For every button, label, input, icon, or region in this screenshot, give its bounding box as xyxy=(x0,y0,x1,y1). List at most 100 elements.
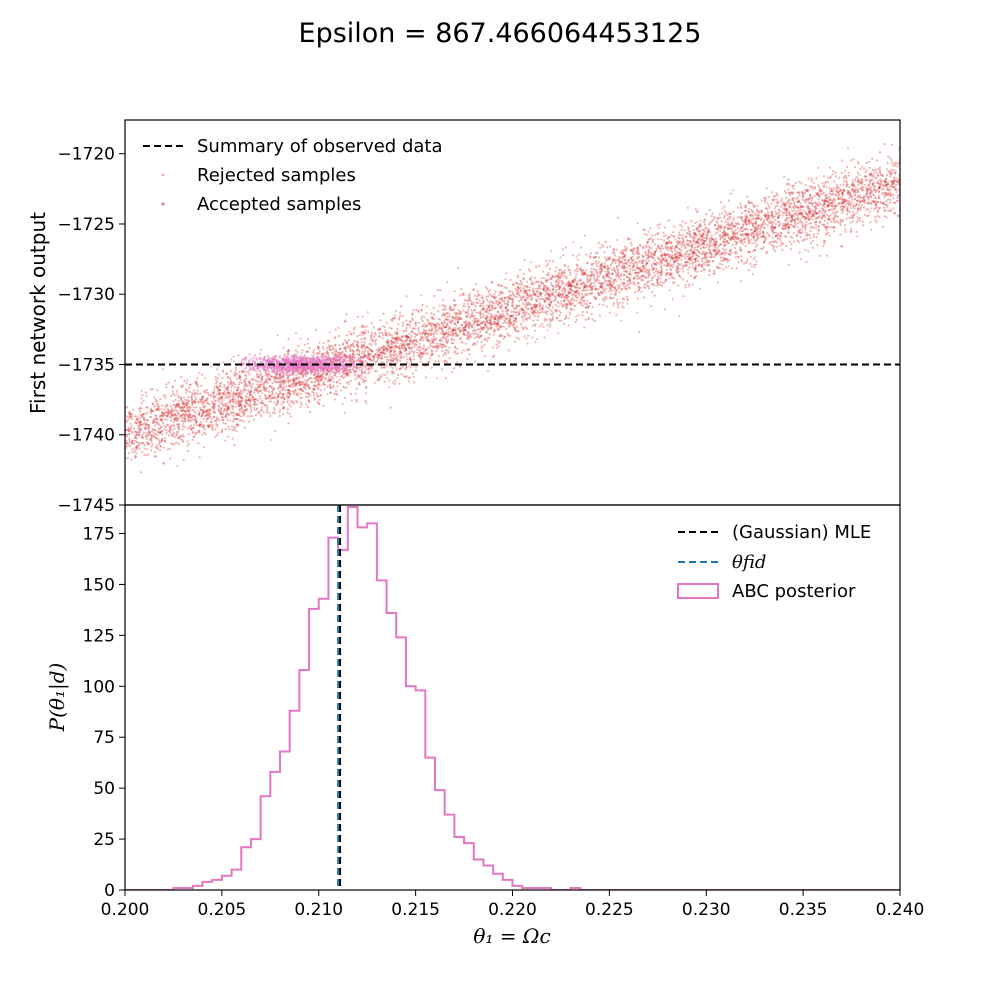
rejected-sample-point xyxy=(674,250,677,253)
rejected-sample-point xyxy=(830,226,833,229)
rejected-sample-point xyxy=(888,156,892,160)
rejected-sample-point xyxy=(411,313,414,316)
rejected-sample-point xyxy=(403,375,406,378)
rejected-sample-point xyxy=(278,389,281,393)
rejected-sample-point xyxy=(837,221,840,224)
rejected-sample-point xyxy=(494,329,497,332)
rejected-sample-point xyxy=(201,396,204,399)
rejected-sample-point xyxy=(550,300,553,303)
rejected-sample-point xyxy=(343,339,346,342)
rejected-sample-point xyxy=(202,408,205,412)
rejected-sample-point xyxy=(682,278,685,281)
rejected-sample-point xyxy=(764,222,767,226)
rejected-sample-point xyxy=(707,251,710,254)
rejected-sample-point xyxy=(886,168,889,171)
rejected-sample-point xyxy=(253,400,256,403)
rejected-sample-point xyxy=(373,332,376,335)
rejected-sample-point xyxy=(491,346,494,349)
rejected-sample-point xyxy=(501,300,504,303)
rejected-sample-point xyxy=(467,348,470,351)
rejected-sample-point xyxy=(630,244,633,247)
rejected-sample-point xyxy=(727,236,731,239)
rejected-sample-point xyxy=(606,274,609,277)
rejected-sample-point xyxy=(214,375,217,378)
rejected-sample-point xyxy=(436,330,439,333)
rejected-sample-point xyxy=(598,281,601,284)
rejected-sample-point xyxy=(147,453,150,456)
rejected-sample-point xyxy=(545,259,548,263)
rejected-sample-point xyxy=(613,254,617,257)
rejected-sample-point xyxy=(182,425,185,428)
rejected-sample-point xyxy=(153,405,156,408)
rejected-sample-point xyxy=(734,256,738,259)
rejected-sample-point xyxy=(378,346,381,350)
rejected-sample-point xyxy=(798,194,801,197)
rejected-sample-point xyxy=(227,435,230,438)
rejected-sample-point xyxy=(459,326,462,329)
rejected-sample-point xyxy=(590,287,593,290)
rejected-sample-point xyxy=(487,327,490,330)
rejected-sample-point xyxy=(482,307,485,310)
rejected-sample-point xyxy=(304,387,307,390)
rejected-sample-point xyxy=(735,232,738,235)
rejected-sample-point xyxy=(672,264,675,267)
rejected-sample-point xyxy=(743,238,746,241)
rejected-sample-point xyxy=(858,194,861,197)
rejected-sample-point xyxy=(169,415,172,419)
rejected-sample-point xyxy=(845,180,848,183)
rejected-sample-point xyxy=(191,415,194,418)
rejected-sample-point xyxy=(362,345,366,348)
rejected-sample-point xyxy=(160,408,163,411)
rejected-sample-point xyxy=(328,375,331,378)
rejected-sample-point xyxy=(437,360,440,363)
rejected-sample-point xyxy=(591,318,594,321)
rejected-sample-point xyxy=(232,411,235,414)
rejected-sample-point xyxy=(317,383,320,386)
rejected-sample-point xyxy=(813,186,817,189)
rejected-sample-point xyxy=(193,395,196,398)
rejected-sample-point xyxy=(197,442,200,445)
rejected-sample-point xyxy=(828,218,831,221)
rejected-sample-point xyxy=(131,439,134,442)
rejected-sample-point xyxy=(221,416,224,419)
rejected-sample-point xyxy=(830,201,834,204)
rejected-sample-point xyxy=(414,343,417,346)
rejected-sample-point xyxy=(591,287,594,290)
rejected-sample-point xyxy=(174,403,177,406)
rejected-sample-point xyxy=(358,353,361,356)
rejected-sample-point xyxy=(248,396,251,399)
rejected-sample-point xyxy=(346,370,349,373)
rejected-sample-point xyxy=(299,401,303,404)
rejected-sample-point xyxy=(762,232,765,236)
rejected-sample-point xyxy=(210,365,213,368)
rejected-sample-point xyxy=(457,328,460,331)
rejected-sample-point xyxy=(501,310,504,313)
rejected-sample-point xyxy=(794,220,797,223)
rejected-sample-point xyxy=(265,379,268,382)
rejected-sample-point xyxy=(541,304,544,307)
rejected-sample-point xyxy=(742,238,746,241)
rejected-sample-point xyxy=(799,213,802,216)
rejected-sample-point xyxy=(791,191,794,194)
rejected-sample-point xyxy=(618,255,621,258)
rejected-sample-point xyxy=(397,373,400,377)
rejected-sample-point xyxy=(355,387,358,391)
rejected-sample-point xyxy=(624,245,627,248)
rejected-sample-point xyxy=(472,303,475,306)
rejected-sample-point xyxy=(773,207,776,210)
rejected-sample-point xyxy=(640,279,643,282)
rejected-sample-point xyxy=(683,229,686,232)
rejected-sample-point xyxy=(552,285,555,288)
rejected-sample-point xyxy=(884,191,887,194)
rejected-sample-point xyxy=(312,384,316,387)
rejected-sample-point xyxy=(642,286,645,289)
rejected-sample-point xyxy=(234,369,237,372)
rejected-sample-point xyxy=(236,386,239,389)
rejected-sample-point xyxy=(191,398,194,401)
rejected-sample-point xyxy=(451,316,454,319)
rejected-sample-point xyxy=(218,393,222,396)
rejected-sample-point xyxy=(677,241,680,244)
rejected-sample-point xyxy=(589,274,592,277)
rejected-sample-point xyxy=(171,428,174,431)
rejected-sample-point xyxy=(468,327,471,330)
